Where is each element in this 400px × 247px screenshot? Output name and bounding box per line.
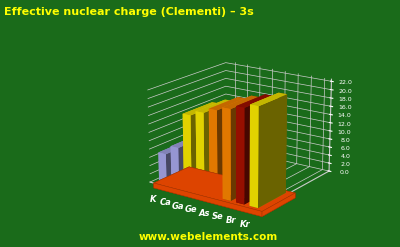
- Text: www.webelements.com: www.webelements.com: [138, 232, 278, 242]
- Text: Effective nuclear charge (Clementi) – 3s: Effective nuclear charge (Clementi) – 3s: [4, 7, 254, 17]
